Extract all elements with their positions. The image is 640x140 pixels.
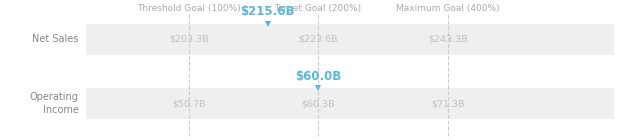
Text: $50.7B: $50.7B xyxy=(172,99,205,108)
Text: Maximum Goal (400%): Maximum Goal (400%) xyxy=(396,4,500,13)
Text: $60.0B: $60.0B xyxy=(295,70,341,83)
Text: $60.3B: $60.3B xyxy=(301,99,335,108)
Text: $203.3B: $203.3B xyxy=(169,35,209,44)
Text: Threshold Goal (100%): Threshold Goal (100%) xyxy=(137,4,241,13)
Text: $71.3B: $71.3B xyxy=(431,99,465,108)
Text: $243.3B: $243.3B xyxy=(428,35,468,44)
Text: $223.6B: $223.6B xyxy=(298,35,338,44)
Text: Net Sales: Net Sales xyxy=(33,34,79,44)
FancyBboxPatch shape xyxy=(86,24,614,55)
Text: $215.6B: $215.6B xyxy=(240,5,295,18)
Text: Target Goal (200%): Target Goal (200%) xyxy=(275,4,362,13)
FancyBboxPatch shape xyxy=(86,88,614,119)
Text: Operating
Income: Operating Income xyxy=(30,92,79,115)
